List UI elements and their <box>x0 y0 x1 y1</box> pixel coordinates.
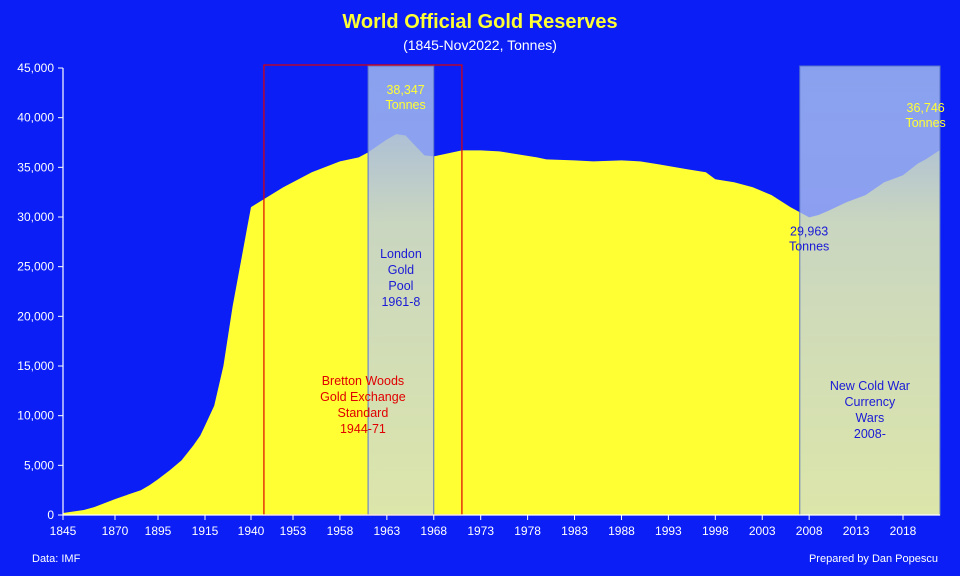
y-tick-label-6: 30,000 <box>17 210 54 224</box>
annotation-0-line-1: Tonnes <box>385 98 425 112</box>
x-tick-label-2: 1895 <box>145 524 172 538</box>
x-tick-label-4: 1940 <box>238 524 265 538</box>
x-tick-label-18: 2018 <box>890 524 917 538</box>
y-tick-label-1: 5,000 <box>24 458 54 472</box>
x-tick-label-10: 1978 <box>514 524 541 538</box>
shaded-region-1 <box>799 65 941 516</box>
shaded-region-label-1-2: Wars <box>856 411 885 425</box>
shaded-region-label-0-1: Gold <box>388 263 414 277</box>
y-tick-label-4: 20,000 <box>17 309 54 323</box>
shaded-region-label-0-2: Pool <box>388 279 413 293</box>
data-source: Data: IMF <box>32 553 81 565</box>
x-tick-label-6: 1958 <box>327 524 354 538</box>
shaded-region-label-1-3: 2008- <box>854 427 886 441</box>
x-tick-label-7: 1963 <box>373 524 400 538</box>
y-tick-label-5: 25,000 <box>17 260 54 274</box>
x-tick-label-0: 1845 <box>50 524 77 538</box>
x-tick-label-8: 1968 <box>420 524 447 538</box>
x-tick-label-11: 1983 <box>561 524 588 538</box>
boxed-region-label-0-1: Gold Exchange <box>320 390 406 404</box>
shaded-region-label-0-0: London <box>380 247 422 261</box>
chart-title: World Official Gold Reserves <box>342 11 617 33</box>
shaded-region-0 <box>367 65 435 516</box>
y-tick-label-8: 40,000 <box>17 111 54 125</box>
y-tick-label-7: 35,000 <box>17 160 54 174</box>
x-tick-label-15: 2003 <box>749 524 776 538</box>
annotation-2-line-1: Tonnes <box>905 116 945 130</box>
x-tick-label-9: 1973 <box>467 524 494 538</box>
x-tick-label-14: 1998 <box>702 524 729 538</box>
x-tick-label-5: 1953 <box>280 524 307 538</box>
shaded-region-label-1-0: New Cold War <box>830 379 910 393</box>
boxed-region-label-0-0: Bretton Woods <box>322 374 404 388</box>
annotation-1-line-1: Tonnes <box>789 239 829 253</box>
area-series-0 <box>63 134 940 515</box>
x-tick-label-16: 2008 <box>796 524 823 538</box>
y-tick-label-0: 0 <box>47 508 54 522</box>
shaded-region-label-0-3: 1961-8 <box>381 295 420 309</box>
annotation-1-line-0: 29,963 <box>790 224 828 238</box>
y-tick-label-3: 15,000 <box>17 359 54 373</box>
y-tick-label-2: 10,000 <box>17 409 54 423</box>
x-tick-label-13: 1993 <box>655 524 682 538</box>
y-tick-label-9: 45,000 <box>17 61 54 75</box>
x-tick-label-12: 1988 <box>608 524 635 538</box>
x-tick-label-1: 1870 <box>102 524 129 538</box>
shaded-region-label-1-1: Currency <box>845 395 896 409</box>
boxed-region-label-0-3: 1944-71 <box>340 422 386 436</box>
boxed-region-label-0-2: Standard <box>338 406 389 420</box>
plot-area: London Gold Pool 1961-8 New Cold War Currency… <box>17 61 946 538</box>
x-tick-label-17: 2013 <box>843 524 870 538</box>
annotation-0-line-0: 38,347 <box>386 83 424 97</box>
x-tick-label-3: 1915 <box>192 524 219 538</box>
annotation-2-line-0: 36,746 <box>907 101 945 115</box>
chart-subtitle: (1845-Nov2022, Tonnes) <box>403 37 557 53</box>
credit-note: Prepared by Dan Popescu <box>809 553 938 565</box>
